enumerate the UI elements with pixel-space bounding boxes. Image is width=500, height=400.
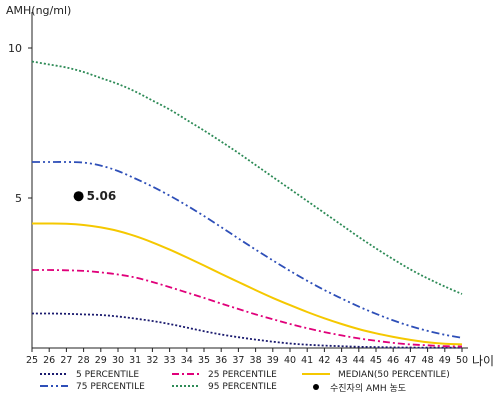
x-tick-label: 35 xyxy=(198,355,210,366)
x-tick-label: 41 xyxy=(301,355,313,366)
x-tick-label: 36 xyxy=(215,355,227,366)
series-lines xyxy=(31,60,463,349)
series-line-p75 xyxy=(32,161,463,339)
x-tick-label: 50 xyxy=(456,355,468,366)
x-tick-label: 25 xyxy=(26,355,38,366)
x-tick-label: 26 xyxy=(43,355,55,366)
x-tick-label: 49 xyxy=(439,355,451,366)
patient-point-label: 5.06 xyxy=(87,189,117,203)
x-tick-label: 31 xyxy=(129,355,141,366)
x-tick-label: 28 xyxy=(78,355,90,366)
x-tick-label: 45 xyxy=(370,355,382,366)
legend-label-patient: 수진자의 AMH 농도 xyxy=(330,383,406,394)
y-tick-label: 10 xyxy=(8,42,22,55)
legend-label-p95: 95 PERCENTILE xyxy=(208,382,277,392)
axes: 5 10 25 26 27 28 29 30 31 32 33 34 35 36 37 38 39 40 41 42 4… xyxy=(8,12,468,366)
series-line-median xyxy=(31,222,463,346)
x-tick-label: 30 xyxy=(112,355,124,366)
legend-label-p25: 25 PERCENTILE xyxy=(208,370,277,380)
series-line-p5 xyxy=(31,312,463,349)
x-tick-label: 44 xyxy=(353,355,365,366)
series-line-p95 xyxy=(31,60,463,295)
x-tick-label: 27 xyxy=(60,355,72,366)
x-tick-label: 39 xyxy=(267,355,279,366)
patient-point xyxy=(73,191,84,202)
legend-label-p75: 75 PERCENTILE xyxy=(76,382,145,392)
x-tick-label: 47 xyxy=(404,355,416,366)
x-axis-label: 나이 xyxy=(472,354,494,368)
x-tick-label: 37 xyxy=(232,355,244,366)
legend: 5 PERCENTILE 25 PERCENTILE MEDIAN(50 PERCE… xyxy=(40,370,450,394)
x-tick-label: 38 xyxy=(250,355,262,366)
x-tick-label: 40 xyxy=(284,355,296,366)
x-tick-label: 32 xyxy=(146,355,158,366)
series-line-p25 xyxy=(31,269,463,348)
x-tick-label: 33 xyxy=(164,355,176,366)
y-axis-label: AMH(ng/ml) xyxy=(6,4,71,17)
x-tick-label: 34 xyxy=(181,355,193,366)
legend-swatch-patient xyxy=(313,384,319,390)
x-tick-label: 48 xyxy=(422,355,434,366)
x-tick-label: 29 xyxy=(95,355,107,366)
legend-label-median: MEDIAN(50 PERCENTILE) xyxy=(338,370,450,380)
x-tick-label: 46 xyxy=(387,355,399,366)
patient-point-layer: 5.06 xyxy=(73,189,117,203)
y-tick-label: 5 xyxy=(15,192,22,205)
x-tick-label: 43 xyxy=(336,355,348,366)
x-tick-label: 42 xyxy=(318,355,330,366)
legend-label-p5: 5 PERCENTILE xyxy=(76,370,139,380)
